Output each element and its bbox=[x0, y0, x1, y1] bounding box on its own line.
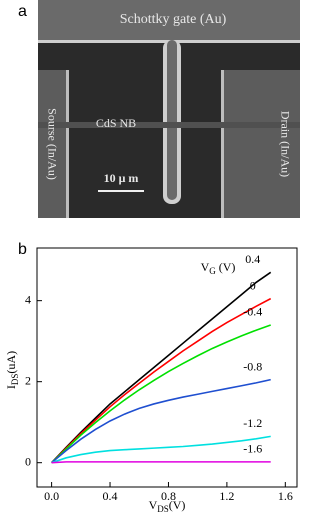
x-tick-label: 1.2 bbox=[219, 489, 234, 503]
y-axis-label-sub: DS bbox=[10, 374, 20, 386]
legend-title: VG (V) bbox=[201, 260, 236, 276]
scale-bar-label: 10 μ m bbox=[104, 171, 139, 185]
gate-label: Schottky gate (Au) bbox=[120, 12, 227, 27]
y-axis-label-unit: (uA) bbox=[4, 351, 18, 374]
x-axis-label-unit: (V) bbox=[169, 498, 186, 512]
series-line bbox=[51, 271, 272, 464]
figure: a Schottky gate (Au) Sourse (In/Au) Drai… bbox=[4, 0, 300, 513]
x-axis-label-main: V bbox=[149, 498, 158, 512]
series-label: -0.8 bbox=[243, 359, 262, 373]
panel-label: a bbox=[18, 3, 27, 20]
x-axis-label-sub: DS bbox=[157, 504, 169, 513]
series-line bbox=[51, 435, 271, 464]
y-tick-label: 4 bbox=[25, 292, 31, 306]
y-axis-label-main: I bbox=[4, 385, 18, 389]
panel-label: b bbox=[18, 241, 27, 258]
x-tick-label: 0.4 bbox=[103, 489, 118, 503]
sem-image: Schottky gate (Au) Sourse (In/Au) Drain … bbox=[38, 0, 300, 218]
series-label: 0 bbox=[250, 278, 256, 292]
y-tick-label: 2 bbox=[25, 373, 31, 387]
legend-title-main: V bbox=[201, 260, 210, 274]
series-label: -1.2 bbox=[243, 416, 262, 430]
plot-frame bbox=[36, 247, 298, 488]
y-axis-label: IDS(uA) bbox=[4, 351, 20, 389]
legend-title-sub: G bbox=[209, 266, 216, 276]
nanobelt-label: CdS NB bbox=[96, 116, 136, 130]
series-line bbox=[51, 461, 271, 464]
drain-label: Drain (In/Au) bbox=[278, 111, 292, 177]
x-tick-label: 0.8 bbox=[161, 489, 176, 503]
legend-title-unit: (V) bbox=[216, 260, 236, 274]
series-line bbox=[51, 324, 271, 464]
series-label: -0.4 bbox=[243, 305, 262, 319]
x-tick-label: 1.6 bbox=[278, 489, 293, 503]
y-tick-label: 0 bbox=[25, 454, 31, 468]
x-tick-label: 0.0 bbox=[44, 489, 59, 503]
series-label: 0.4 bbox=[245, 252, 260, 266]
series-label: -1.6 bbox=[243, 442, 262, 456]
source-label: Sourse (In/Au) bbox=[45, 108, 59, 180]
series-line bbox=[51, 297, 272, 464]
x-axis-label: VDS(V) bbox=[149, 498, 186, 513]
series-line bbox=[51, 378, 271, 464]
